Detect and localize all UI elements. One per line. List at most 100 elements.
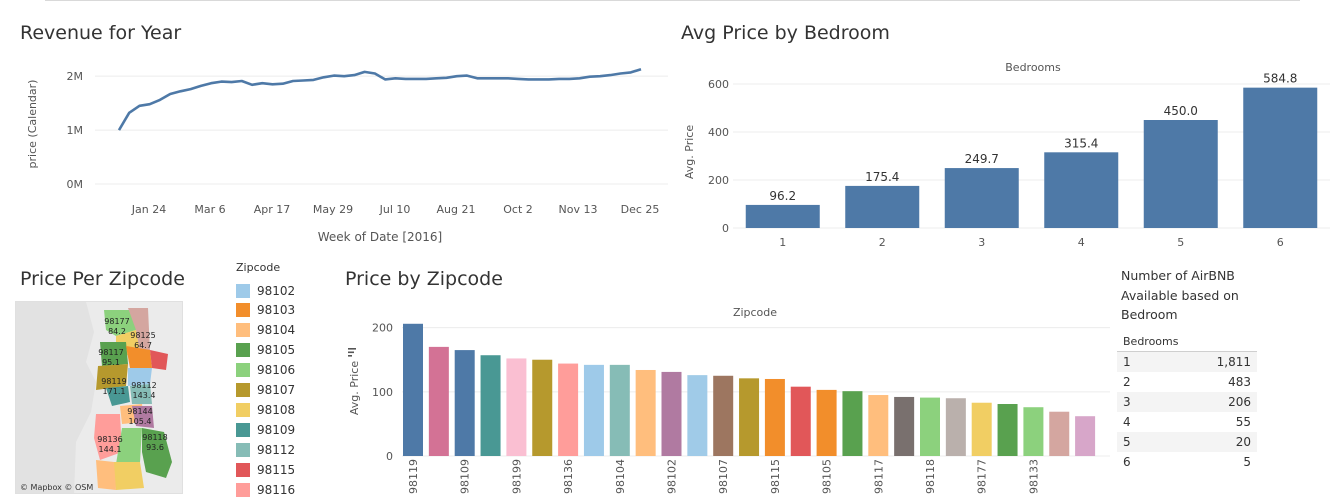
zipcode-bar[interactable] <box>454 350 475 456</box>
region-98109[interactable] <box>106 386 130 406</box>
zipcode-bar[interactable] <box>687 375 708 456</box>
bedroom-bar[interactable] <box>745 204 820 228</box>
legend-swatch <box>236 462 250 477</box>
bedroom-x-tick: 4 <box>1078 236 1085 249</box>
bedroom-bar-chart[interactable]: Bedrooms 0 200 400 600 Avg. Price 96.2 1 175.4 2 2… <box>680 52 1340 252</box>
sort-descending-icon[interactable] <box>348 348 356 357</box>
map-zip-label: 98125 <box>130 331 155 340</box>
zipcode-x-tick: 98105 <box>821 459 834 494</box>
region-98125[interactable] <box>128 308 150 352</box>
zipcode-bar[interactable] <box>764 378 785 456</box>
water-area <box>16 302 96 493</box>
region-98136[interactable] <box>96 460 116 490</box>
zipcode-header: Zipcode <box>733 306 777 319</box>
availability-row[interactable]: 3 206 <box>1117 392 1257 412</box>
region-98112[interactable] <box>130 384 152 404</box>
zipcode-y-tick: 200 <box>372 322 393 335</box>
zipcode-bar[interactable] <box>739 378 760 456</box>
zipcode-bar-chart[interactable]: Zipcode 0 100 200 Avg. Price 98119 98109 98199 9… <box>340 296 1115 504</box>
zipcode-bar[interactable] <box>920 397 940 456</box>
revenue-y-tick: 0M <box>67 178 84 191</box>
zipcode-x-tick: 98118 <box>924 459 937 494</box>
map-zip-label: 98117 <box>98 348 123 357</box>
bedroom-bar-label: 96.2 <box>769 189 796 203</box>
legend-label: 98103 <box>257 303 296 318</box>
zipcode-bar[interactable] <box>403 323 423 456</box>
revenue-series-line[interactable] <box>117 67 642 131</box>
availability-row[interactable]: 1 1,811 <box>1117 352 1257 372</box>
zipcode-map[interactable]: 98177 84.2 98125 64.7 98117 95.1 98119 171.1 981… <box>15 301 183 494</box>
zipcode-bar[interactable] <box>480 355 501 456</box>
zipcode-bar[interactable] <box>997 404 1018 456</box>
availability-title-line: Available based on <box>1121 287 1239 303</box>
bedroom-bar[interactable] <box>1243 87 1318 228</box>
legend-item[interactable]: 98108 <box>236 400 326 419</box>
zipcode-bar[interactable] <box>945 398 966 456</box>
legend-item[interactable]: 98104 <box>236 321 326 340</box>
zipcode-bar[interactable] <box>583 364 604 456</box>
zipcode-bar[interactable] <box>558 363 579 456</box>
availability-row[interactable]: 2 483 <box>1117 372 1257 392</box>
zipcode-bar[interactable] <box>816 389 837 456</box>
region-98115[interactable] <box>150 350 168 370</box>
zipcode-bar[interactable] <box>790 386 811 456</box>
legend-item[interactable]: 98112 <box>236 440 326 459</box>
zipcode-bar[interactable] <box>842 391 863 456</box>
map-zip-label: 98119 <box>101 377 126 386</box>
revenue-line-chart[interactable]: 0M 1M 2M Jan 24 Mar 6 Apr 17 May 29 Jul 10 Aug 2… <box>0 52 680 252</box>
region-98177[interactable] <box>104 310 136 336</box>
legend-swatch <box>236 482 250 497</box>
region-98103[interactable] <box>126 346 152 368</box>
region-98144[interactable] <box>132 406 154 428</box>
region-98107[interactable] <box>96 364 128 390</box>
zipcode-bar[interactable] <box>1049 411 1070 456</box>
zipcode-x-tick: 98107 <box>717 459 730 494</box>
zipcode-bar[interactable] <box>1075 416 1096 456</box>
region-98106[interactable] <box>116 428 142 464</box>
map-value-label: 171.1 <box>103 387 126 396</box>
legend-item[interactable]: 98109 <box>236 420 326 439</box>
availability-bedrooms-cell: 1 <box>1123 355 1131 369</box>
map-value-label: 95.1 <box>102 358 120 367</box>
bedroom-bar[interactable] <box>845 185 920 228</box>
availability-row[interactable]: 4 55 <box>1117 412 1257 432</box>
legend-item[interactable]: 98116 <box>236 480 326 499</box>
legend-item[interactable]: 98105 <box>236 341 326 360</box>
zipcode-bar[interactable] <box>428 346 449 456</box>
legend-item[interactable]: 98115 <box>236 460 326 479</box>
bedroom-bar-label: 175.4 <box>865 170 899 184</box>
region-98108[interactable] <box>112 462 144 490</box>
zipcode-bar[interactable] <box>894 396 915 456</box>
legend-item[interactable]: 98107 <box>236 381 326 400</box>
revenue-x-tick: Oct 2 <box>503 203 533 216</box>
legend-item[interactable]: 98103 <box>236 301 326 320</box>
zipcode-x-tick: 98117 <box>872 459 885 494</box>
zipcode-bar[interactable] <box>661 371 682 456</box>
region-98116[interactable] <box>94 414 122 460</box>
zipcode-bar[interactable] <box>1023 407 1044 456</box>
bedroom-bar[interactable] <box>944 168 1019 228</box>
zipcode-bar[interactable] <box>506 358 527 456</box>
region-98117[interactable] <box>100 342 128 366</box>
legend-swatch <box>236 402 250 417</box>
revenue-y-label: price (Calendar) <box>26 80 39 169</box>
availability-row[interactable]: 5 20 <box>1117 432 1257 452</box>
legend-item[interactable]: 98102 <box>236 281 326 300</box>
zipcode-bar[interactable] <box>713 375 734 456</box>
bedroom-bar[interactable] <box>1143 120 1218 228</box>
legend-item[interactable]: 98106 <box>236 361 326 380</box>
legend-swatch <box>236 283 250 298</box>
zipcode-bar[interactable] <box>868 395 889 456</box>
region-98102[interactable] <box>128 368 152 386</box>
legend-label: 98116 <box>257 482 296 497</box>
availability-count-cell: 1,811 <box>1216 355 1251 369</box>
zipcode-bar[interactable] <box>971 402 992 456</box>
bedroom-bar[interactable] <box>1044 152 1119 228</box>
zipcode-bar[interactable] <box>635 369 656 456</box>
revenue-x-tick: Dec 25 <box>621 203 660 216</box>
region-98118[interactable] <box>142 428 172 478</box>
map-zip-label: 98118 <box>142 433 167 442</box>
zipcode-bar[interactable] <box>609 364 630 456</box>
zipcode-bar[interactable] <box>532 359 553 456</box>
